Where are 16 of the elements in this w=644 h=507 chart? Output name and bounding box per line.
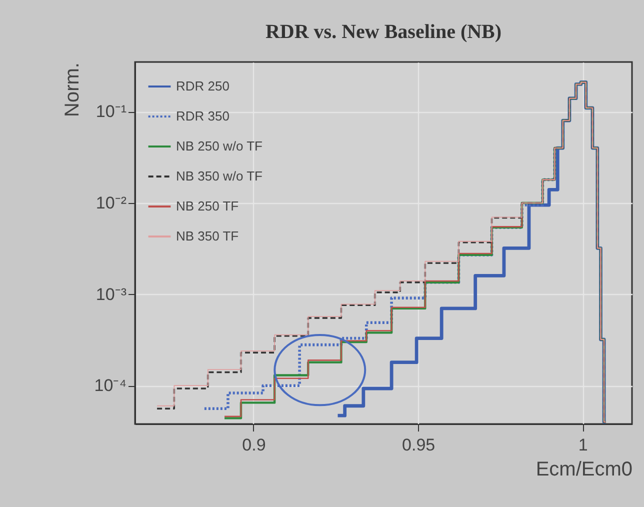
legend-label: NB 350 w/o TF	[176, 168, 263, 184]
y-tick-label: 10⁻³	[96, 284, 127, 304]
x-tick-label: 0.9	[242, 436, 266, 454]
x-axis-title: Ecm/Ecm0	[536, 458, 632, 480]
legend-label: NB 350 TF	[176, 228, 239, 244]
y-tick-label: 10⁻⁴	[94, 376, 126, 396]
y-tick-label: 10⁻¹	[96, 102, 127, 122]
legend-label: NB 250 w/o TF	[176, 138, 263, 154]
x-tick-label: 1	[578, 436, 588, 454]
y-tick-label: 10⁻²	[96, 193, 127, 212]
chart-title: RDR vs. New Baseline (NB)	[265, 21, 502, 43]
legend-label: RDR 350	[176, 108, 230, 124]
x-tick-label: 0.95	[402, 436, 436, 454]
y-axis-title: Norm.	[61, 62, 84, 117]
legend-label: NB 250 TF	[176, 198, 239, 214]
legend-label: RDR 250	[176, 78, 230, 94]
